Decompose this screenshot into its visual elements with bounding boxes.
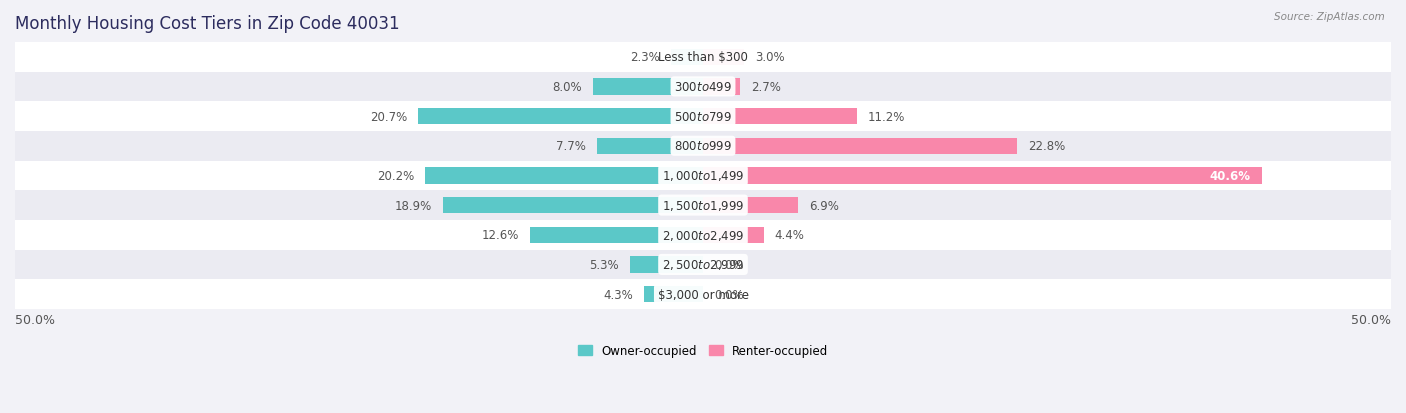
Text: 4.4%: 4.4%: [775, 229, 804, 242]
Bar: [703, 50, 744, 66]
Text: 12.6%: 12.6%: [481, 229, 519, 242]
Text: $1,500 to $1,999: $1,500 to $1,999: [662, 199, 744, 213]
Bar: [15, 221, 1391, 250]
Bar: [15, 161, 1391, 191]
Text: 2.7%: 2.7%: [751, 81, 782, 94]
Text: 0.0%: 0.0%: [714, 258, 744, 271]
Text: 50.0%: 50.0%: [15, 313, 55, 327]
Bar: [703, 138, 1017, 154]
Bar: [703, 79, 740, 95]
Text: 8.0%: 8.0%: [553, 81, 582, 94]
Bar: [593, 79, 703, 95]
Bar: [15, 191, 1391, 221]
Text: 4.3%: 4.3%: [603, 288, 633, 301]
Bar: [671, 50, 703, 66]
Text: $1,000 to $1,499: $1,000 to $1,499: [662, 169, 744, 183]
Bar: [530, 227, 703, 243]
Text: $800 to $999: $800 to $999: [673, 140, 733, 153]
Bar: [15, 72, 1391, 102]
Legend: Owner-occupied, Renter-occupied: Owner-occupied, Renter-occupied: [572, 339, 834, 362]
Text: Monthly Housing Cost Tiers in Zip Code 40031: Monthly Housing Cost Tiers in Zip Code 4…: [15, 15, 399, 33]
Text: $3,000 or more: $3,000 or more: [658, 288, 748, 301]
Text: $2,500 to $2,999: $2,500 to $2,999: [662, 258, 744, 272]
Text: 50.0%: 50.0%: [1351, 313, 1391, 327]
Text: 0.0%: 0.0%: [714, 288, 744, 301]
Text: 5.3%: 5.3%: [589, 258, 619, 271]
Bar: [644, 286, 703, 303]
Bar: [598, 138, 703, 154]
Text: 2.3%: 2.3%: [631, 51, 661, 64]
Bar: [15, 102, 1391, 132]
Bar: [15, 43, 1391, 72]
Text: 40.6%: 40.6%: [1209, 169, 1251, 183]
Text: 3.0%: 3.0%: [755, 51, 785, 64]
Bar: [703, 168, 1261, 184]
Text: 7.7%: 7.7%: [557, 140, 586, 153]
Text: 20.7%: 20.7%: [370, 110, 408, 123]
Text: Source: ZipAtlas.com: Source: ZipAtlas.com: [1274, 12, 1385, 22]
Bar: [703, 197, 799, 214]
Bar: [15, 280, 1391, 309]
Bar: [15, 132, 1391, 161]
Bar: [443, 197, 703, 214]
Bar: [703, 227, 763, 243]
Bar: [630, 256, 703, 273]
Text: $2,000 to $2,499: $2,000 to $2,499: [662, 228, 744, 242]
Text: Less than $300: Less than $300: [658, 51, 748, 64]
Text: 20.2%: 20.2%: [377, 169, 413, 183]
Text: 11.2%: 11.2%: [868, 110, 905, 123]
Text: 18.9%: 18.9%: [395, 199, 432, 212]
Bar: [418, 109, 703, 125]
Text: 22.8%: 22.8%: [1028, 140, 1064, 153]
Text: $300 to $499: $300 to $499: [673, 81, 733, 94]
Bar: [15, 250, 1391, 280]
Bar: [425, 168, 703, 184]
Bar: [703, 109, 858, 125]
Text: $500 to $799: $500 to $799: [673, 110, 733, 123]
Text: 6.9%: 6.9%: [808, 199, 839, 212]
